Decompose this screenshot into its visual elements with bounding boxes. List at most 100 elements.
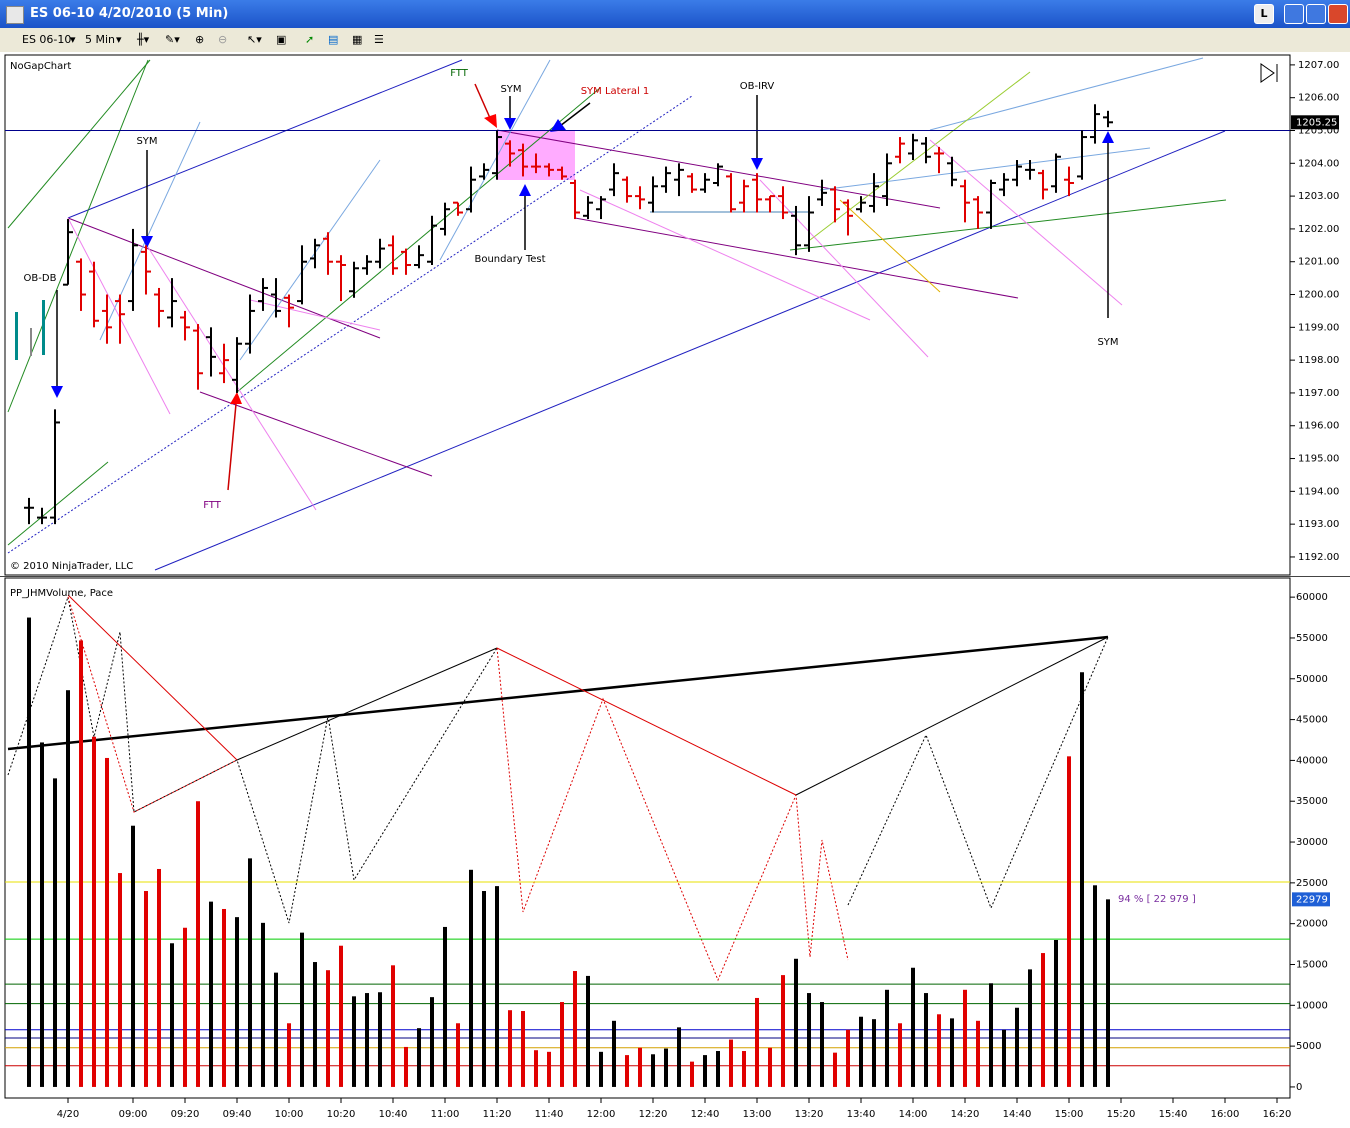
volume-bar [66, 690, 70, 1087]
volume-bar [703, 1055, 707, 1087]
x-tick-label: 10:40 [379, 1109, 408, 1120]
pace-label: 94 % [ 22 979 ] [1118, 894, 1196, 905]
trend-line [579, 189, 871, 321]
y-tick-label: 1194.00 [1298, 486, 1339, 497]
x-tick-label: 13:00 [743, 1109, 772, 1120]
trend-line [574, 217, 1019, 299]
trend-line [7, 95, 693, 554]
last-volume-box [1292, 892, 1330, 907]
trend-line [7, 59, 151, 229]
volume-bar [300, 932, 304, 1087]
volume-bar [378, 992, 382, 1087]
dropdown-arrow[interactable]: ▾ [116, 33, 122, 46]
y-tick-label: 0 [1296, 1082, 1302, 1093]
y-tick-label: 1203.00 [1298, 191, 1339, 202]
volume-bar [79, 640, 83, 1087]
volume-bar [261, 922, 265, 1087]
volume-bar [1093, 885, 1097, 1087]
cursor-button[interactable]: ↖▾ [247, 33, 262, 46]
trend-line [249, 299, 381, 331]
x-tick-label: 15:20 [1107, 1109, 1136, 1120]
arrowhead [519, 184, 531, 196]
volume-bar [404, 1046, 408, 1087]
zoom-in-button[interactable]: ⊕ [195, 33, 205, 46]
y-tick-label: 20000 [1296, 919, 1328, 930]
volume-bar [92, 736, 96, 1087]
pace-line [236, 647, 498, 761]
volume-bar [469, 869, 473, 1087]
arrowhead [550, 119, 566, 132]
x-tick-label: 14:40 [1003, 1109, 1032, 1120]
volume-bar [482, 891, 486, 1087]
y-tick-label: 15000 [1296, 959, 1328, 970]
y-tick-label: 1202.00 [1298, 224, 1339, 235]
y-tick-label: 55000 [1296, 633, 1328, 644]
x-tick-label: 09:00 [119, 1109, 148, 1120]
properties-button[interactable]: ▣ [276, 33, 287, 46]
y-tick-label: 1204.00 [1298, 158, 1339, 169]
volume-bar [248, 858, 252, 1087]
template-button[interactable]: ▦ [352, 33, 363, 46]
x-tick-label: 11:20 [483, 1109, 512, 1120]
volume-bar [222, 908, 226, 1087]
scroll-end-icon[interactable] [1260, 63, 1278, 83]
volume-bar [365, 993, 369, 1087]
drawing-tool-button[interactable]: ✎▾ [165, 33, 180, 46]
volume-bar [651, 1054, 655, 1087]
trend-line [67, 59, 463, 219]
arrowhead [51, 386, 63, 398]
toolbar: ES 06-10 ▾ 5 Min ▾ ╫▾ ✎▾ ⊕ ⊖ ↖▾ ▣ ➚ ▤ ▦ … [0, 28, 1350, 53]
arrowhead [751, 158, 763, 170]
link-button[interactable]: L [1254, 4, 1274, 24]
y-tick-label: 60000 [1296, 592, 1328, 603]
volume-bar [599, 1051, 603, 1087]
y-tick-label: 1207.00 [1298, 60, 1339, 71]
volume-bar [1067, 756, 1071, 1087]
y-tick-label: 40000 [1296, 755, 1328, 766]
pace-zigzag [496, 647, 849, 982]
annotation: SYM [500, 84, 521, 95]
arrows [51, 83, 1114, 491]
volume-bar [963, 989, 967, 1087]
y-tick-label: 50000 [1296, 674, 1328, 685]
pace-zigzag [847, 636, 1109, 910]
strategy-button[interactable]: ➚ [305, 33, 315, 46]
minimize-button[interactable] [1284, 4, 1304, 24]
maximize-button[interactable] [1306, 4, 1326, 24]
copyright: © 2010 NinjaTrader, LLC [10, 561, 133, 572]
volume-bar [1015, 1007, 1019, 1087]
volume-bar [742, 1051, 746, 1087]
volume-bar [118, 873, 122, 1087]
volume-bar [820, 1002, 824, 1087]
zoom-out-button[interactable]: ⊖ [218, 33, 228, 46]
volume-bar [40, 742, 44, 1087]
volume-bar [586, 975, 590, 1087]
volume-bar [196, 801, 200, 1087]
volume-bar [1002, 1029, 1006, 1087]
y-tick-label: 45000 [1296, 715, 1328, 726]
volume-bar [950, 1018, 954, 1087]
panel-title: NoGapChart [10, 61, 71, 72]
volume-bar [417, 1028, 421, 1087]
volume-bar [521, 1011, 525, 1087]
dropdown-arrow[interactable]: ▾ [70, 33, 76, 46]
y-tick-label: 1193.00 [1298, 519, 1339, 530]
volume-bar [911, 967, 915, 1087]
arrow [227, 403, 237, 491]
instrument-selector[interactable]: ES 06-10 [22, 33, 72, 46]
interval-selector[interactable]: 5 Min [85, 33, 116, 46]
arrowhead [230, 392, 242, 404]
volume-bar [183, 927, 187, 1087]
trend-line [759, 179, 929, 358]
bar-type-button[interactable]: ╫▾ [137, 33, 150, 46]
panel-title: PP_JHMVolume, Pace [10, 588, 113, 599]
app-icon [6, 6, 24, 24]
x-tick-label: 10:00 [275, 1109, 304, 1120]
volume-bar [144, 891, 148, 1087]
data-box-button[interactable]: ☰ [374, 33, 384, 46]
close-button[interactable] [1328, 4, 1348, 24]
volume-bar [534, 1050, 538, 1087]
volume-bar [781, 975, 785, 1087]
annotation: OB-IRV [740, 81, 775, 92]
indicator-button[interactable]: ▤ [328, 33, 339, 46]
